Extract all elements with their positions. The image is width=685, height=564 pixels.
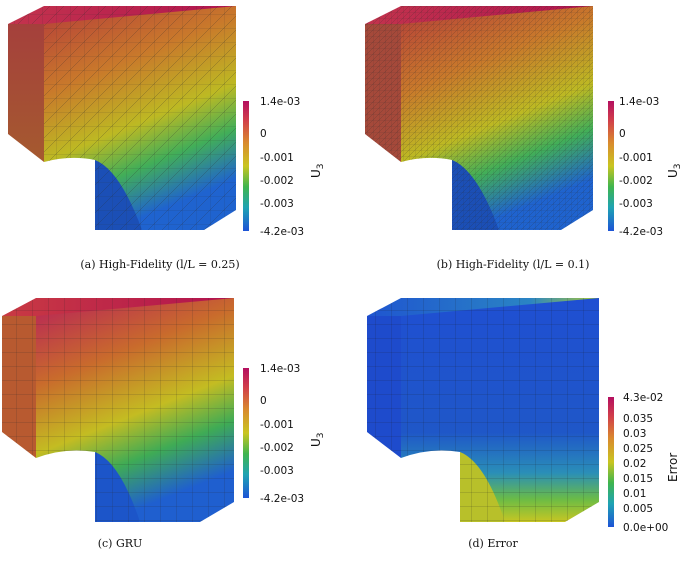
colorbar-tick: 0.035 [623, 413, 653, 425]
colorbar-tick: -0.003 [260, 198, 294, 210]
colorbar-tick: -0.003 [619, 198, 653, 210]
colorbar-title: U3 [309, 163, 326, 178]
colorbar-tick: 0.015 [623, 473, 653, 485]
colorbar [243, 101, 249, 231]
colorbar-tick: -0.002 [260, 442, 294, 454]
colorbar-tick: 1.4e-03 [260, 363, 300, 375]
side-face [8, 24, 44, 162]
panel-a: 1.4e-03 0 -0.001 -0.002 -0.003 -4.2e-03 … [0, 0, 342, 282]
caption-d: (d) Error [468, 537, 518, 550]
colorbar-tick: 0.0e+00 [623, 522, 668, 534]
colorbar-tick: 0.005 [623, 503, 653, 515]
colorbar-tick: 0.025 [623, 443, 653, 455]
panel-c: 1.4e-03 0 -0.001 -0.002 -0.003 -4.2e-03 … [0, 282, 342, 564]
panel-a-figure: 1.4e-03 0 -0.001 -0.002 -0.003 -4.2e-03 … [8, 6, 326, 238]
colorbar-tick: -0.002 [619, 175, 653, 187]
colorbar-tick: -4.2e-03 [260, 226, 304, 238]
colorbar-tick: -4.2e-03 [619, 226, 663, 238]
colorbar-tick: 1.4e-03 [619, 96, 659, 108]
colorbar-title: U3 [666, 163, 683, 178]
panel-d-figure: 4.3e-02 0.035 0.03 0.025 0.02 0.015 0.01… [367, 298, 680, 534]
colorbar-tick: 1.4e-03 [260, 96, 300, 108]
colorbar-tick: 0.01 [623, 488, 646, 500]
colorbar-tick: -0.001 [260, 419, 294, 431]
colorbar [243, 368, 249, 498]
panel-b: 1.4e-03 0 -0.001 -0.002 -0.003 -4.2e-03 … [343, 0, 685, 282]
colorbar-title: Error [666, 453, 680, 482]
colorbar-tick: 0 [260, 128, 267, 140]
colorbar-tick: -0.003 [260, 465, 294, 477]
colorbar-tick: -0.001 [260, 152, 294, 164]
colorbar-title: U3 [309, 432, 326, 447]
panel-b-figure: 1.4e-03 0 -0.001 -0.002 -0.003 -4.2e-03 … [365, 6, 683, 238]
colorbar-tick: 0 [260, 395, 267, 407]
colorbar-tick: -0.001 [619, 152, 653, 164]
caption-c: (c) GRU [97, 537, 143, 550]
caption-b: (b) High-Fidelity (l/L = 0.1) [436, 258, 590, 271]
colorbar-tick: 0.02 [623, 458, 646, 470]
colorbar-tick: 0 [619, 128, 626, 140]
colorbar [608, 397, 614, 527]
caption-a: (a) High-Fidelity (l/L = 0.25) [80, 258, 240, 271]
panel-d: 4.3e-02 0.035 0.03 0.025 0.02 0.015 0.01… [343, 282, 685, 564]
colorbar-tick: -0.002 [260, 175, 294, 187]
colorbar [608, 101, 614, 231]
colorbar-tick: 0.03 [623, 428, 646, 440]
panel-c-figure: 1.4e-03 0 -0.001 -0.002 -0.003 -4.2e-03 … [2, 298, 326, 522]
colorbar-tick: 4.3e-02 [623, 392, 663, 404]
colorbar-tick: -4.2e-03 [260, 493, 304, 505]
